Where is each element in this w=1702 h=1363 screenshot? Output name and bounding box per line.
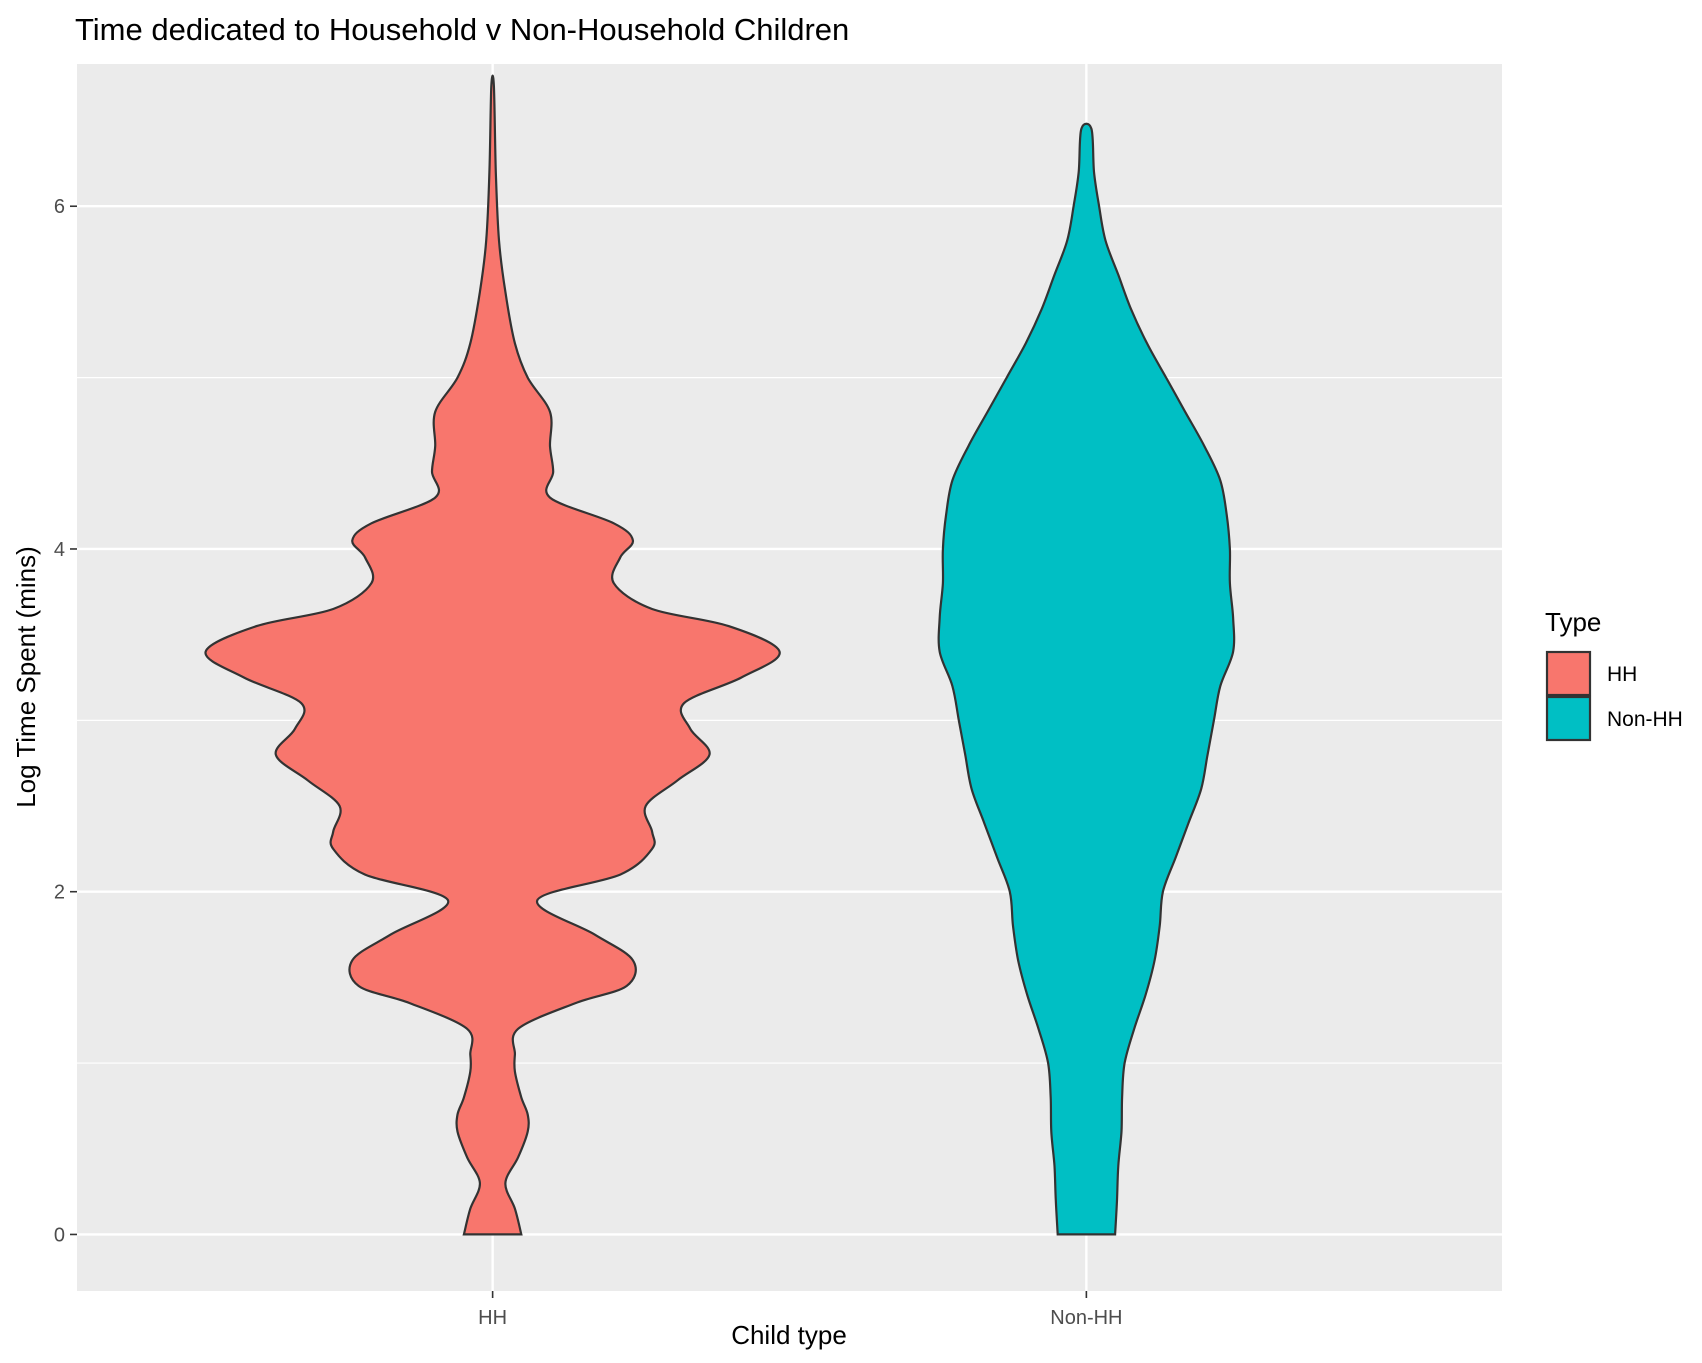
legend-key-hh [1545, 650, 1592, 697]
legend: Type HH Non-HH [1545, 607, 1683, 742]
y-tick-label: 4 [54, 539, 65, 561]
x-tick-label: HH [478, 1307, 507, 1329]
violin-hh [204, 74, 781, 1236]
y-tick-label: 6 [54, 196, 65, 218]
legend-label: HH [1607, 663, 1637, 686]
x-tick-label: Non-HH [1050, 1307, 1122, 1329]
legend-key-non-hh [1545, 695, 1592, 742]
y-axis-title: Log Time Spent (mins) [11, 546, 41, 808]
axis-layer: 0 2 4 6 HH Non-HH [54, 196, 1123, 1329]
x-axis-title: Child type [731, 1320, 847, 1350]
violin-non-hh [937, 122, 1236, 1236]
y-tick-label: 2 [54, 882, 65, 904]
violin-layer [204, 74, 1236, 1236]
y-tick-label: 0 [54, 1224, 65, 1246]
legend-label: Non-HH [1607, 708, 1683, 731]
chart-title: Time dedicated to Household v Non-Househ… [75, 12, 849, 47]
legend-title: Type [1545, 607, 1601, 637]
